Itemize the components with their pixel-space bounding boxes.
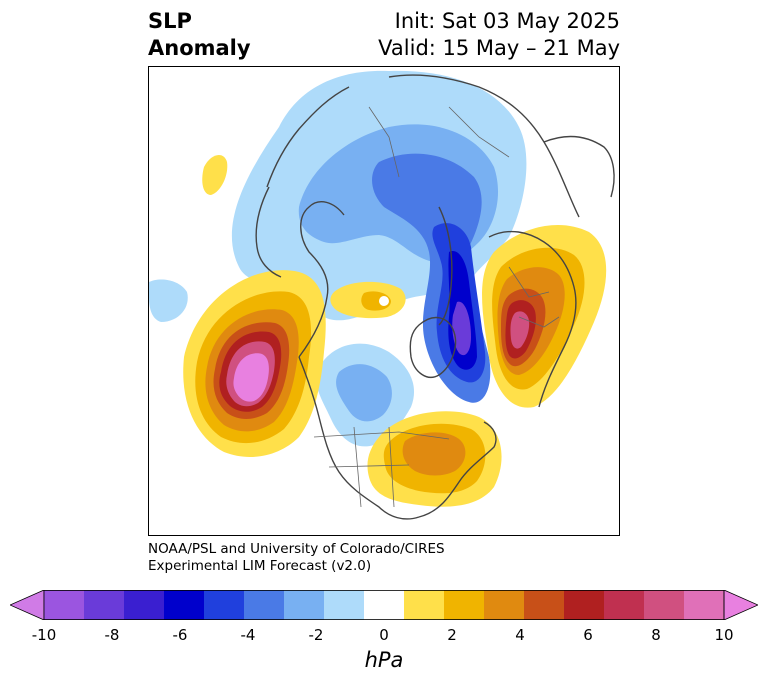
colorbar-segment [284,590,325,620]
credit-line-2: Experimental LIM Forecast (v2.0) [148,558,372,574]
colorbar-tick-label: -4 [240,626,256,644]
colorbar-segment [364,590,405,620]
colorbar-segment [404,590,445,620]
colorbar-segment [564,590,605,620]
colorbar-segment [44,590,85,620]
colorbar-segment [204,590,245,620]
valid-range: Valid: 15 May – 21 May [378,36,620,60]
anomaly-negative-north-america-core [336,364,392,422]
anomaly-positive-europe-core [510,311,530,349]
map-title: SLP Anomaly [148,8,251,62]
credit-block: NOAA/PSL and University of Colorado/CIRE… [148,541,445,575]
colorbar-extend-high [723,590,758,620]
pole-marker [379,296,389,306]
anomaly-negative-west-blob [149,279,188,322]
colorbar-segment [684,590,725,620]
colorbar-tick-label: -8 [104,626,120,644]
colorbar-frame [43,590,725,620]
init-date: Init: Sat 03 May 2025 [394,9,620,33]
colorbar-segment [164,590,205,620]
colorbar-tick-label: 2 [447,626,457,644]
colorbar [10,590,758,620]
colorbar-tick-label: -10 [31,626,57,644]
colorbar-segment [484,590,525,620]
colorbar-segment [324,590,365,620]
map-panel [148,66,620,536]
borders [313,106,560,508]
anomaly-positive-north-pacific-core [233,353,269,402]
colorbar-tick-label: 6 [583,626,593,644]
anomaly-positive-north-atlantic-us-3 [402,432,466,476]
colorbar-segment [84,590,125,620]
colorbar-ticks: -10 -8 -6 -4 -2 0 2 4 6 8 10 [0,626,768,646]
colorbar-tick-label: 0 [379,626,389,644]
colorbar-tick-label: 10 [714,626,734,644]
credit-line-1: NOAA/PSL and University of Colorado/CIRE… [148,541,445,557]
coastlines [255,74,615,520]
colorbar-tick-label: -6 [172,626,188,644]
forecast-dates: Init: Sat 03 May 2025 Valid: 15 May – 21… [378,8,620,62]
colorbar-tick-label: 8 [651,626,661,644]
colorbar-unit: hPa [364,648,404,672]
anomaly-map [149,70,615,520]
anomaly-negative-greenland-inner [452,301,471,356]
title-line-1: SLP [148,9,192,33]
colorbar-tick-label: -2 [308,626,324,644]
title-line-2: Anomaly [148,36,251,60]
colorbar-segment [644,590,685,620]
colorbar-segment [444,590,485,620]
colorbar-segment [604,590,645,620]
colorbar-segment [244,590,285,620]
colorbar-extend-low [10,590,45,620]
anomaly-positive-northwest [202,154,228,195]
colorbar-segment [124,590,165,620]
colorbar-tick-label: 4 [515,626,525,644]
colorbar-segment [524,590,565,620]
